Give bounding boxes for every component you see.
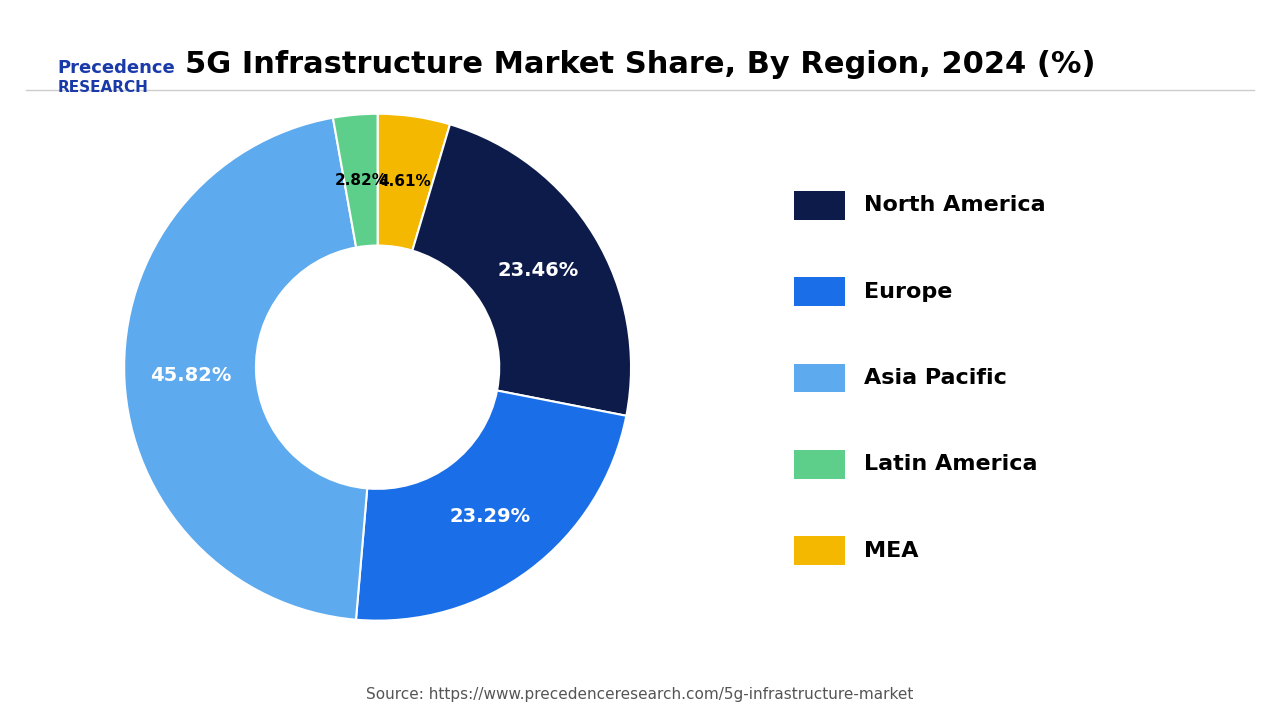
Wedge shape xyxy=(124,118,367,620)
Text: 23.46%: 23.46% xyxy=(498,261,579,279)
Text: Precedence: Precedence xyxy=(58,59,175,77)
Text: Europe: Europe xyxy=(864,282,952,302)
Text: 45.82%: 45.82% xyxy=(150,366,230,385)
Text: RESEARCH: RESEARCH xyxy=(58,81,148,95)
Text: Asia Pacific: Asia Pacific xyxy=(864,368,1007,388)
Wedge shape xyxy=(333,114,378,248)
Text: 5G Infrastructure Market Share, By Region, 2024 (%): 5G Infrastructure Market Share, By Regio… xyxy=(184,50,1096,79)
Wedge shape xyxy=(412,125,631,415)
Text: North America: North America xyxy=(864,195,1046,215)
Text: 23.29%: 23.29% xyxy=(451,508,531,526)
Text: Source: https://www.precedenceresearch.com/5g-infrastructure-market: Source: https://www.precedenceresearch.c… xyxy=(366,688,914,702)
Text: MEA: MEA xyxy=(864,541,919,561)
Wedge shape xyxy=(356,390,626,621)
Text: Latin America: Latin America xyxy=(864,454,1038,474)
Text: 4.61%: 4.61% xyxy=(379,174,431,189)
Text: 2.82%: 2.82% xyxy=(334,173,388,188)
Wedge shape xyxy=(378,114,451,251)
